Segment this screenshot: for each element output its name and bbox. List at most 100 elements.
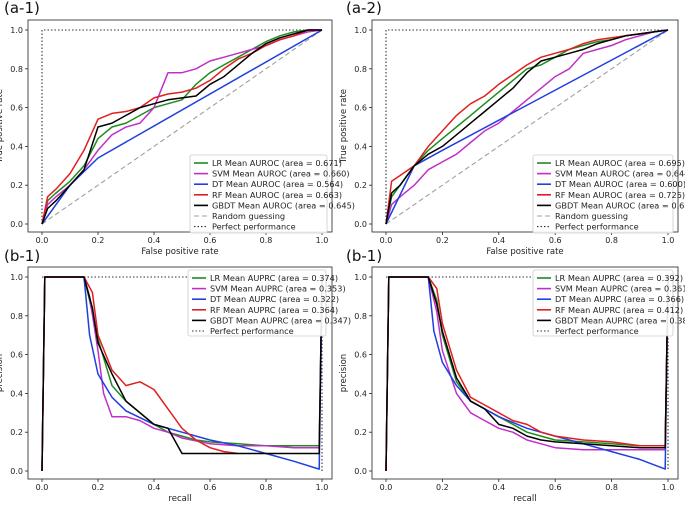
series-line-random <box>41 29 323 225</box>
x-tick-label: 0.8 <box>605 236 618 245</box>
x-axis-label: False positive rate <box>141 247 218 257</box>
y-tick-label: 0.8 <box>10 312 23 321</box>
series-line-gbdt <box>385 276 669 472</box>
panel-label-b1-right: (b-1) <box>346 247 383 265</box>
legend-label-svm: SVM Mean AUROC (area = 0.660) <box>212 169 350 179</box>
panel-label-b1-left: (b-1) <box>4 247 41 265</box>
x-tick-label: 0.4 <box>492 236 505 245</box>
x-tick-label: 0.6 <box>549 236 562 245</box>
y-axis-label: precision <box>0 354 5 392</box>
series-line-gbdt <box>385 29 669 225</box>
x-tick-label: 0.4 <box>148 483 161 492</box>
series-line-random <box>385 29 669 225</box>
y-tick-label: 0.6 <box>354 104 367 113</box>
y-tick-label: 0.4 <box>10 389 23 398</box>
legend-box <box>532 269 674 337</box>
y-tick-label: 0.0 <box>10 467 23 476</box>
x-tick-label: 0.8 <box>260 236 273 245</box>
y-axis-label: True positive rate <box>339 89 349 164</box>
x-axis-label: False positive rate <box>486 247 563 257</box>
legend-label-rf: RF Mean AUPRC (area = 0.364) <box>210 305 338 315</box>
y-axis-label: True positive rate <box>0 89 5 164</box>
x-tick-label: 0.0 <box>36 483 49 492</box>
y-tick-label: 0.8 <box>354 312 367 321</box>
x-tick-label: 1.0 <box>316 236 329 245</box>
x-tick-label: 1.0 <box>662 236 675 245</box>
x-tick-label: 0.4 <box>492 483 505 492</box>
legend-label-rf: RF Mean AUPRC (area = 0.412) <box>555 305 683 315</box>
legend-label-dt: DT Mean AUPRC (area = 0.366) <box>555 294 684 304</box>
y-tick-label: 1.0 <box>10 26 23 35</box>
x-tick-label: 1.0 <box>662 483 675 492</box>
legend-label-svm: SVM Mean AUPRC (area = 0.353) <box>210 284 346 294</box>
y-tick-label: 0.4 <box>10 142 23 151</box>
series-line-dt <box>41 29 323 225</box>
y-tick-label: 0.4 <box>354 142 367 151</box>
y-tick-label: 0.2 <box>10 428 23 437</box>
x-tick-label: 0.0 <box>380 236 393 245</box>
y-tick-label: 0.6 <box>354 351 367 360</box>
x-tick-label: 0.2 <box>436 483 449 492</box>
legend-label-lr: LR Mean AUPRC (area = 0.392) <box>555 273 683 283</box>
y-tick-label: 0.6 <box>10 104 23 113</box>
x-tick-label: 0.2 <box>92 483 105 492</box>
y-tick-label: 1.0 <box>354 26 367 35</box>
legend-label-random: Random guessing <box>555 211 628 221</box>
legend-label-perfect: Perfect performance <box>555 326 639 336</box>
panel-label-a1: (a-1) <box>4 0 40 17</box>
legend-label-perfect: Perfect performance <box>212 222 296 232</box>
x-tick-label: 0.6 <box>549 483 562 492</box>
y-tick-label: 0.2 <box>10 181 23 190</box>
legend-box <box>187 269 327 337</box>
x-tick-label: 0.8 <box>260 483 273 492</box>
legend-box <box>189 154 328 234</box>
x-tick-label: 0.6 <box>204 236 217 245</box>
y-axis-label: precision <box>339 354 349 392</box>
legend-label-svm: SVM Mean AUROC (area = 0.644) <box>555 169 685 179</box>
series-line-perfect <box>385 29 668 224</box>
y-tick-label: 0.2 <box>354 428 367 437</box>
legend-label-rf: RF Mean AUROC (area = 0.663) <box>212 190 342 200</box>
y-tick-label: 0.0 <box>354 467 367 476</box>
x-tick-label: 0.8 <box>605 483 618 492</box>
legend-label-dt: DT Mean AUROC (area = 0.600) <box>555 179 685 189</box>
series-line-svm <box>385 29 669 225</box>
y-tick-label: 1.0 <box>10 273 23 282</box>
y-tick-label: 0.4 <box>354 389 367 398</box>
legend-label-dt: DT Mean AUROC (area = 0.564) <box>212 179 343 189</box>
x-axis-label: recall <box>513 494 536 504</box>
legend-label-gbdt: GBDT Mean AUPRC (area = 0.385) <box>555 315 685 325</box>
x-tick-label: 0.2 <box>436 236 449 245</box>
series-line-gbdt <box>41 29 322 225</box>
legend-label-gbdt: GBDT Mean AUPRC (area = 0.347) <box>210 315 351 325</box>
series-line-gbdt <box>41 276 323 472</box>
legend-label-random: Random guessing <box>212 211 285 221</box>
axes-frame-0 <box>27 19 333 233</box>
series-line-rf <box>385 29 669 225</box>
x-axis-label: recall <box>168 494 191 504</box>
legend-label-lr: LR Mean AUROC (area = 0.671) <box>212 158 342 168</box>
x-tick-label: 1.0 <box>316 483 329 492</box>
y-tick-label: 0.8 <box>10 65 23 74</box>
legend-label-svm: SVM Mean AUPRC (area = 0.361) <box>555 284 685 294</box>
x-tick-label: 0.2 <box>92 236 105 245</box>
x-tick-label: 0.0 <box>36 236 49 245</box>
legend-label-lr: LR Mean AUPRC (area = 0.374) <box>210 273 338 283</box>
series-line-dt <box>385 29 669 225</box>
axes-frame-1 <box>371 19 679 233</box>
legend-label-dt: DT Mean AUPRC (area = 0.322) <box>210 294 339 304</box>
x-tick-label: 0.0 <box>380 483 393 492</box>
x-tick-label: 0.6 <box>204 483 217 492</box>
y-tick-label: 0.0 <box>354 220 367 229</box>
panel-label-a2: (a-2) <box>346 0 382 17</box>
y-tick-label: 1.0 <box>354 273 367 282</box>
axes-frame-2 <box>27 266 333 480</box>
legend-label-gbdt: GBDT Mean AUROC (area = 0.688) <box>555 200 685 210</box>
y-tick-label: 0.2 <box>354 181 367 190</box>
legend-label-lr: LR Mean AUROC (area = 0.695) <box>555 158 685 168</box>
series-line-perfect <box>41 29 322 224</box>
axes-frame-3 <box>371 266 679 480</box>
series-line-rf <box>41 29 322 225</box>
